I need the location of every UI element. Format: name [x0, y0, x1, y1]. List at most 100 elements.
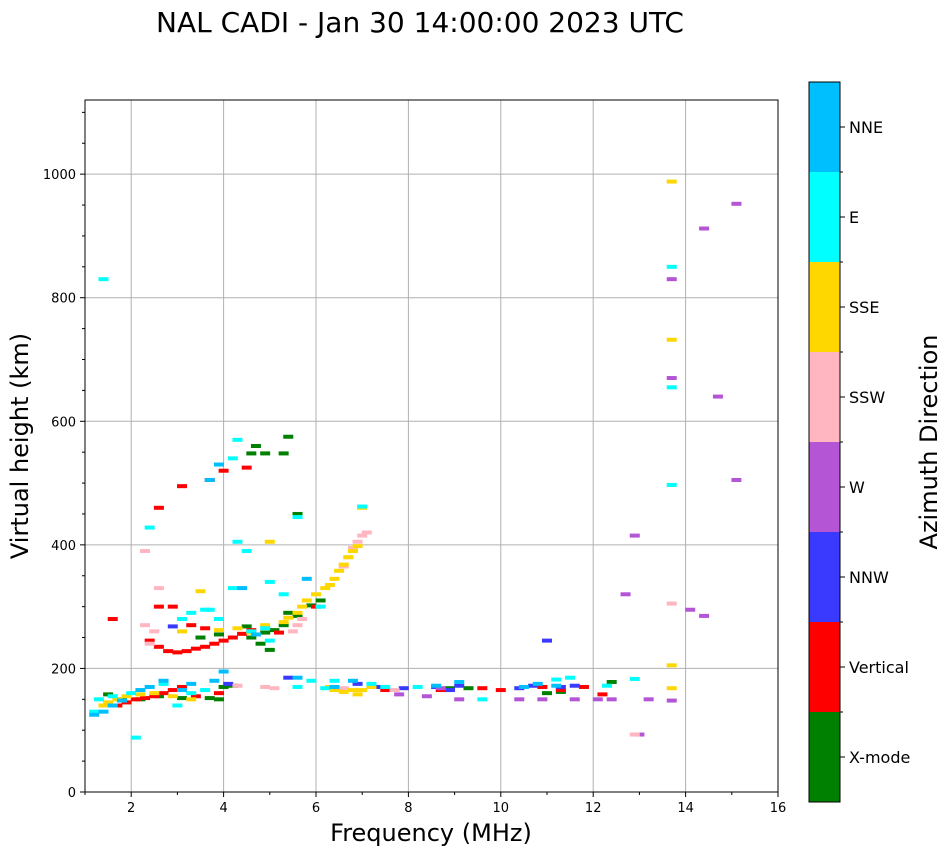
data-point — [250, 444, 261, 448]
data-point — [167, 624, 178, 629]
data-point — [209, 678, 220, 683]
data-point — [338, 562, 349, 567]
y-tick-label: 600 — [51, 415, 76, 430]
x-tick-label: 6 — [312, 801, 320, 816]
colorbar: X-mode Vertical NNW W SSW SSE E NNE — [808, 81, 910, 803]
data-point — [343, 555, 354, 560]
data-point — [213, 617, 224, 621]
data-point — [98, 709, 109, 714]
data-point — [454, 697, 465, 702]
data-point — [140, 549, 151, 554]
data-point — [712, 394, 723, 399]
data-point — [685, 607, 696, 612]
data-point — [329, 688, 340, 693]
data-point — [144, 525, 155, 530]
data-point — [227, 586, 238, 591]
data-point — [537, 697, 548, 702]
data-point — [477, 686, 488, 691]
data-point — [227, 456, 238, 461]
colorbar-tick-label: X-mode — [849, 748, 910, 767]
plot-area-frame — [84, 99, 779, 793]
data-point — [213, 632, 224, 637]
colorbar-tick-label: SSW — [849, 388, 885, 407]
data-point — [278, 451, 289, 456]
data-point — [135, 688, 146, 693]
data-point — [699, 613, 710, 618]
data-point — [477, 697, 488, 702]
data-point — [177, 484, 188, 489]
data-point — [514, 697, 525, 702]
x-tick-label: 14 — [677, 801, 694, 816]
data-point — [149, 629, 160, 634]
colorbar-segment — [809, 712, 840, 802]
data-point — [495, 688, 506, 693]
data-point — [140, 623, 151, 628]
data-point — [629, 732, 640, 737]
y-tick-label: 0 — [68, 786, 76, 801]
y-axis-label: Virtual height (km) — [6, 333, 34, 559]
data-point — [412, 684, 423, 689]
x-axis-label: Frequency (MHz) — [330, 819, 532, 847]
data-point — [532, 681, 543, 686]
data-point — [666, 482, 677, 487]
data-point — [629, 676, 640, 681]
data-point — [144, 684, 155, 689]
data-point — [218, 638, 229, 643]
data-point — [578, 684, 589, 689]
data-point — [274, 630, 285, 635]
data-point — [389, 688, 400, 693]
colorbar-segment — [809, 532, 840, 622]
data-point — [292, 610, 303, 615]
data-point — [241, 465, 252, 470]
data-point — [250, 632, 261, 637]
data-point — [260, 626, 271, 631]
data-point — [551, 683, 562, 688]
data-point — [181, 649, 192, 654]
data-point — [347, 688, 358, 693]
data-point — [255, 641, 266, 646]
data-point — [347, 678, 358, 683]
data-point — [283, 675, 294, 680]
data-point — [167, 694, 178, 699]
colorbar-tick-label: SSE — [849, 298, 879, 317]
data-point — [149, 691, 160, 696]
data-point — [643, 697, 654, 702]
colorbar-segment — [809, 622, 840, 712]
data-point — [200, 688, 211, 693]
data-point — [213, 462, 224, 467]
data-point — [204, 696, 215, 701]
data-point — [731, 477, 742, 482]
colorbar-tick-label: NNW — [849, 568, 889, 587]
data-point — [177, 688, 188, 693]
data-point — [315, 604, 326, 609]
data-point — [260, 451, 271, 456]
data-point — [264, 539, 275, 544]
data-point — [311, 592, 321, 597]
colorbar-tick-label: W — [849, 478, 865, 497]
data-point — [338, 689, 349, 694]
data-point — [167, 688, 178, 693]
data-point — [620, 592, 631, 597]
y-tick-label: 800 — [51, 292, 76, 307]
data-point — [260, 623, 271, 628]
data-point — [269, 686, 280, 691]
data-point — [186, 610, 197, 615]
data-point — [186, 691, 197, 696]
data-point — [606, 697, 617, 702]
data-point — [297, 604, 308, 609]
data-point — [158, 678, 169, 683]
data-point — [278, 592, 289, 597]
data-point — [126, 691, 137, 696]
data-point — [569, 683, 580, 688]
data-point — [213, 697, 224, 702]
data-point — [278, 623, 289, 628]
grid-lines — [85, 100, 778, 792]
data-point — [398, 686, 409, 691]
data-point — [666, 277, 677, 282]
data-point — [380, 688, 391, 693]
data-point — [283, 615, 294, 620]
data-point — [153, 586, 164, 591]
data-point — [292, 623, 303, 628]
data-point — [329, 576, 340, 581]
data-point — [260, 684, 271, 689]
